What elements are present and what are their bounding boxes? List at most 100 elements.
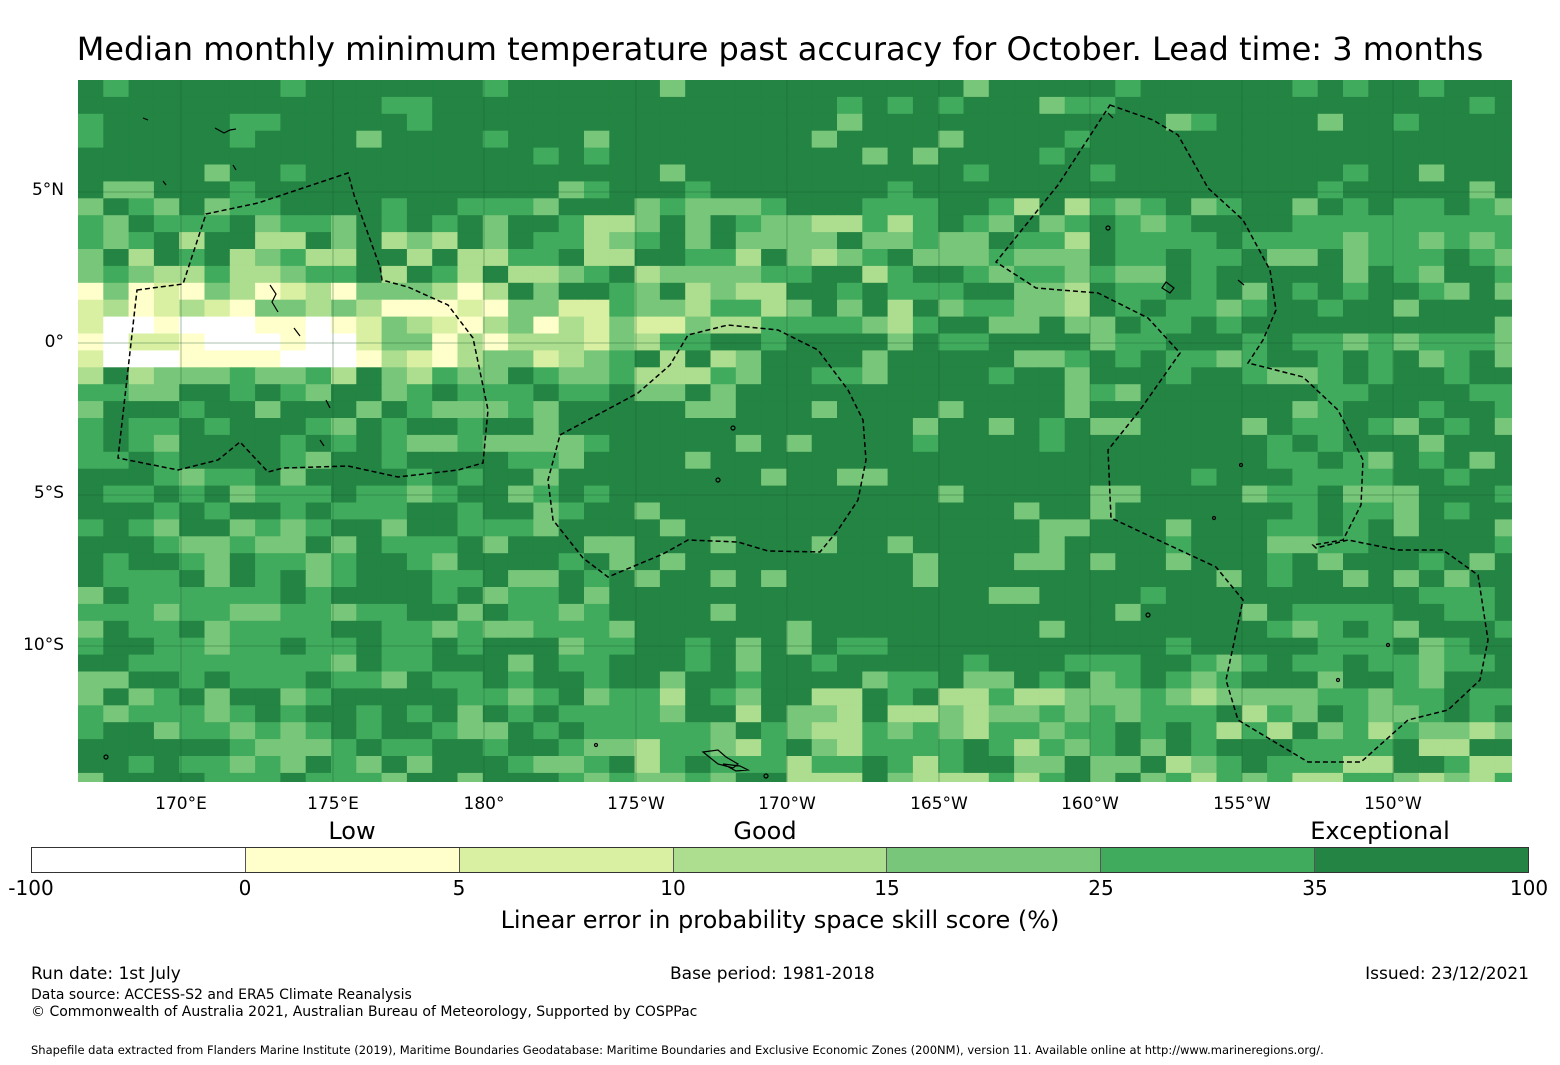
skill-grid-cell bbox=[1444, 130, 1471, 149]
skill-grid-cell bbox=[988, 772, 1015, 782]
skill-grid-cell bbox=[1444, 316, 1471, 335]
skill-grid-cell bbox=[229, 80, 256, 98]
skill-grid-cell bbox=[710, 333, 737, 351]
skill-grid-cell bbox=[938, 451, 965, 470]
skill-grid-cell bbox=[1368, 367, 1395, 385]
skill-grid-cell bbox=[988, 198, 1015, 216]
skill-grid-cell bbox=[761, 705, 787, 723]
skill-grid-cell bbox=[381, 96, 408, 115]
skill-grid-cell bbox=[280, 418, 307, 436]
skill-grid-cell bbox=[1292, 553, 1319, 571]
skill-grid-cell bbox=[153, 434, 180, 453]
skill-grid-cell bbox=[1469, 603, 1496, 622]
skill-grid-cell bbox=[103, 688, 130, 706]
skill-grid-cell bbox=[786, 485, 813, 504]
skill-grid-cell bbox=[128, 620, 155, 639]
skill-grid-cell bbox=[128, 164, 155, 182]
skill-grid-cell bbox=[659, 772, 686, 782]
skill-grid-cell bbox=[1165, 620, 1192, 639]
skill-grid-cell bbox=[103, 384, 130, 402]
skill-grid-cell bbox=[204, 198, 231, 216]
skill-grid-cell bbox=[1444, 739, 1471, 757]
skill-grid-cell bbox=[1191, 333, 1218, 351]
skill-grid-cell bbox=[1115, 401, 1142, 419]
skill-grid-cell bbox=[78, 181, 104, 199]
skill-grid-cell bbox=[659, 688, 686, 706]
skill-grid-cell bbox=[1418, 113, 1445, 132]
skill-grid-cell bbox=[735, 756, 762, 774]
colorbar-segment bbox=[673, 848, 888, 872]
skill-grid-cell bbox=[685, 333, 712, 351]
skill-grid-cell bbox=[609, 418, 636, 436]
skill-grid-cell bbox=[1418, 130, 1445, 149]
skill-grid-cell bbox=[1039, 587, 1066, 605]
skill-grid-cell bbox=[179, 739, 206, 757]
skill-grid-cell bbox=[912, 688, 939, 706]
skill-grid-cell bbox=[381, 756, 408, 774]
skill-grid-cell bbox=[1494, 299, 1512, 318]
skill-grid-cell bbox=[533, 434, 560, 453]
skill-grid-cell bbox=[887, 418, 914, 436]
skill-grid-cell bbox=[761, 113, 787, 132]
skill-grid-cell bbox=[533, 164, 560, 182]
skill-grid-cell bbox=[735, 316, 762, 335]
skill-grid-cell bbox=[1090, 485, 1116, 504]
skill-grid-cell bbox=[1115, 603, 1142, 622]
skill-grid-cell bbox=[153, 367, 180, 385]
skill-grid-cell bbox=[128, 553, 155, 571]
skill-grid-cell bbox=[988, 265, 1015, 284]
skill-grid-cell bbox=[1494, 198, 1512, 216]
skill-grid-cell bbox=[558, 739, 585, 757]
skill-grid-cell bbox=[381, 384, 408, 402]
skill-grid-cell bbox=[811, 265, 838, 284]
skill-grid-cell bbox=[432, 519, 459, 537]
skill-grid-cell bbox=[963, 739, 990, 757]
skill-grid-cell bbox=[1393, 316, 1420, 335]
skill-grid-cell bbox=[78, 147, 104, 166]
skill-grid-cell bbox=[406, 249, 433, 267]
skill-grid-cell bbox=[179, 654, 206, 673]
skill-grid-cell bbox=[1014, 587, 1040, 605]
skill-grid-cell bbox=[229, 451, 256, 470]
skill-grid-cell bbox=[634, 485, 661, 504]
skill-grid-cell bbox=[1241, 434, 1268, 453]
skill-grid-cell bbox=[761, 485, 787, 504]
skill-grid-cell bbox=[255, 215, 281, 233]
skill-grid-cell bbox=[179, 282, 206, 301]
skill-grid-cell bbox=[1469, 164, 1496, 182]
skill-grid-cell bbox=[1191, 384, 1218, 402]
skill-grid-cell bbox=[1469, 249, 1496, 267]
skill-grid-cell bbox=[837, 671, 863, 689]
skill-grid-cell bbox=[1494, 130, 1512, 149]
skill-grid-cell bbox=[1343, 249, 1369, 267]
skill-grid-cell bbox=[103, 113, 130, 132]
skill-grid-cell bbox=[1494, 485, 1512, 504]
skill-grid-cell bbox=[1064, 468, 1091, 487]
island-dot-7 bbox=[1335, 677, 1341, 683]
skill-grid-cell bbox=[305, 164, 332, 182]
skill-grid-cell bbox=[1444, 654, 1471, 673]
skill-grid-cell bbox=[78, 519, 104, 537]
skill-grid-cell bbox=[482, 485, 509, 504]
skill-grid-cell bbox=[1241, 756, 1268, 774]
skill-grid-cell bbox=[1418, 671, 1445, 689]
island-marshall bbox=[142, 117, 237, 186]
skill-grid-cell bbox=[356, 367, 383, 385]
skill-grid-cell bbox=[786, 451, 813, 470]
skill-grid-cell bbox=[305, 688, 332, 706]
skill-grid-cell bbox=[912, 249, 939, 267]
legend-category-good: Good bbox=[733, 817, 797, 845]
skill-grid-cell bbox=[811, 603, 838, 622]
skill-grid-cell bbox=[988, 502, 1015, 520]
skill-grid-cell bbox=[1064, 147, 1091, 166]
skill-grid-cell bbox=[811, 384, 838, 402]
skill-grid-cell bbox=[508, 536, 534, 554]
skill-grid-cell bbox=[938, 519, 965, 537]
skill-grid-cell bbox=[609, 164, 636, 182]
skill-grid-cell bbox=[912, 620, 939, 639]
skill-grid-cell bbox=[1090, 316, 1116, 335]
skill-grid-cell bbox=[1241, 96, 1268, 115]
skill-grid-cell bbox=[457, 688, 484, 706]
skill-grid-cell bbox=[811, 502, 838, 520]
skill-grid-cell bbox=[78, 418, 104, 436]
